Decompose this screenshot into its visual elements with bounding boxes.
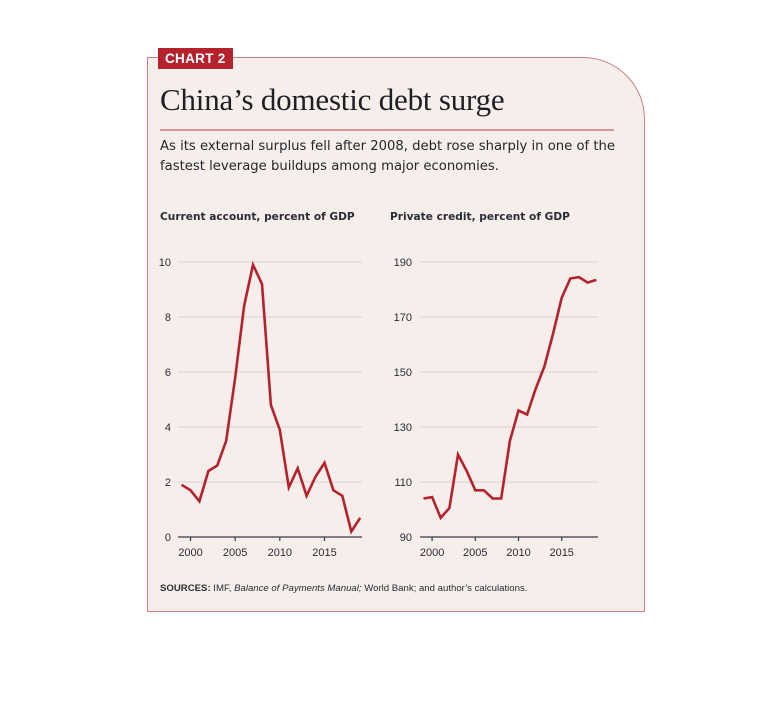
x-tick-label: 2015	[312, 547, 336, 559]
sources-text-2: World Bank; and author’s calculations.	[361, 583, 528, 594]
title-divider	[160, 129, 614, 131]
y-tick-label: 8	[165, 312, 171, 324]
y-tick-label: 6	[165, 367, 171, 379]
x-tick-label: 2015	[549, 547, 573, 559]
x-tick-label: 2010	[506, 547, 530, 559]
x-tick-label: 2010	[268, 547, 292, 559]
x-tick-label: 2005	[463, 547, 487, 559]
series-line	[423, 275, 597, 521]
chart-title: China’s domestic debt surge	[160, 82, 505, 117]
right-chart-title: Private credit, percent of GDP	[390, 211, 570, 223]
current-account-chart: 0 2 4 6 8 10 2000 2005 2010 2015	[159, 257, 362, 559]
left-chart-title: Current account, percent of GDP	[160, 211, 355, 223]
y-tick-label: 190	[394, 257, 412, 269]
sources-italic: Balance of Payments Manual;	[234, 583, 362, 594]
y-tick-label: 10	[159, 257, 171, 269]
y-tick-label: 110	[394, 477, 412, 489]
x-tick-label: 2000	[178, 547, 202, 559]
y-tick-label: 2	[165, 477, 171, 489]
y-tick-label: 4	[165, 422, 171, 434]
y-tick-label: 150	[394, 367, 412, 379]
x-tick-label: 2005	[223, 547, 247, 559]
chart-badge: CHART 2	[158, 48, 233, 69]
y-tick-label: 170	[394, 312, 412, 324]
sources-note: SOURCES: IMF, Balance of Payments Manual…	[160, 583, 527, 594]
chart-subtitle: As its external surplus fell after 2008,…	[160, 139, 616, 174]
private-credit-chart: 90 110 130 150 170 190 2000 2005 2010 2015	[394, 257, 598, 559]
sources-text-1: IMF,	[210, 583, 235, 594]
x-tick-label: 2000	[420, 547, 444, 559]
y-tick-label: 90	[400, 532, 412, 544]
y-tick-label: 0	[165, 532, 171, 544]
y-tick-label: 130	[394, 422, 412, 434]
chart-panel	[147, 57, 645, 612]
sources-label: SOURCES:	[160, 583, 211, 594]
series-line	[180, 260, 362, 535]
